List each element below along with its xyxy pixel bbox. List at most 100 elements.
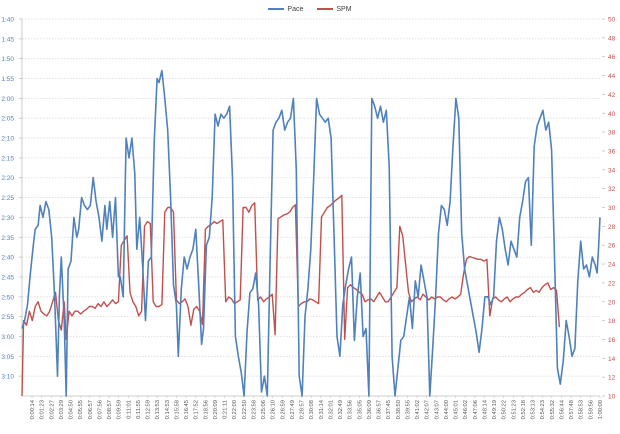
left-axis-label: 2:50 [1, 294, 14, 301]
legend-item-spm: SPM [317, 2, 352, 16]
x-axis-label: 0:50:22 [502, 400, 508, 419]
right-axis-label: 12 [608, 375, 616, 382]
x-axis-label: 0:01:23 [40, 400, 46, 419]
x-axis-label: 0:27:49 [290, 400, 296, 419]
left-axis-label: 2:20 [1, 175, 14, 182]
x-axis-label: 0:25:06 [261, 400, 267, 419]
x-axis-label: 0:33:56 [348, 400, 354, 419]
x-axis-label: 0:36:09 [367, 400, 373, 419]
left-axis-label: 2:00 [1, 96, 14, 103]
legend-label-pace: Pace [287, 5, 304, 13]
x-axis-label: 0:43:07 [434, 400, 440, 419]
right-axis-label: 18 [608, 318, 616, 325]
x-axis-label: 0:28:57 [300, 400, 306, 419]
x-axis-label: 0:32:49 [338, 400, 344, 419]
legend-swatch-spm [317, 8, 334, 10]
left-axis-pace: 1:40 1:45 1:50 1:55 2:00 2:05 2:10 2:15 2:20 2:25… [1, 17, 23, 396]
x-axis-time: 0:00:14 0:01:23 0:02:27 0:03:29 0:04:50 0:05:… [22, 395, 604, 419]
left-axis-label: 1:55 [1, 76, 14, 83]
right-axis-label: 46 [608, 54, 616, 61]
x-axis-label: 0:53:13 [531, 400, 537, 419]
x-axis-label: 0:30:08 [309, 400, 315, 419]
pace-series-line [21, 69, 601, 397]
left-axis-label: 3:00 [1, 334, 14, 341]
x-axis-label: 0:21:11 [223, 400, 229, 419]
left-axis-label: 1:45 [1, 36, 14, 43]
x-axis-label: 0:05:55 [78, 400, 84, 419]
x-axis-label: 0:22:50 [242, 400, 248, 419]
right-axis-label: 44 [608, 73, 616, 80]
x-axis-label: 0:14:53 [165, 400, 171, 419]
x-axis-label: 0:56:44 [559, 399, 565, 419]
left-axis-label: 2:40 [1, 255, 14, 262]
right-axis-label: 34 [608, 167, 616, 174]
left-axis-label: 3:05 [1, 354, 14, 361]
x-axis-label: 0:36:57 [377, 400, 383, 419]
x-axis-label: 0:07:56 [97, 400, 103, 419]
x-axis-label: 0:51:23 [511, 400, 517, 419]
x-axis-label: 0:12:59 [146, 400, 152, 419]
x-axis-label: 0:11:01 [126, 400, 132, 419]
left-axis-label: 2:25 [1, 195, 14, 202]
right-axis-label: 40 [608, 111, 616, 118]
x-axis-label: 0:17:52 [194, 400, 200, 419]
left-axis-label: 1:50 [1, 56, 14, 63]
right-axis-label: 22 [608, 280, 616, 287]
right-axis-label: 14 [608, 356, 616, 363]
x-axis-label: 0:16:45 [184, 400, 190, 419]
x-axis-label: 0:45:01 [454, 400, 460, 419]
right-axis-label: 38 [608, 130, 616, 137]
x-axis-label: 0:54:23 [540, 400, 546, 419]
right-axis-spm: 50 48 46 44 42 40 38 36 34 32 30 28 26 24 22 20 18 16 14 12… [602, 17, 616, 401]
right-axis-label: 26 [608, 243, 616, 250]
x-axis-label: 0:44:00 [444, 400, 450, 419]
right-axis-label: 24 [608, 262, 616, 269]
x-axis-label: 0:32:01 [328, 400, 334, 419]
x-axis-label: 0:31:14 [319, 399, 325, 419]
right-axis-label: 10 [608, 394, 616, 401]
left-axis-label: 2:15 [1, 155, 14, 162]
legend: Pace SPM [0, 2, 620, 16]
right-axis-label: 28 [608, 224, 616, 231]
left-axis-label: 3:10 [1, 374, 14, 381]
x-axis-label: 0:35:05 [357, 400, 363, 419]
x-axis-label: 0:59:56 [588, 400, 594, 419]
left-axis-label: 1:40 [1, 17, 14, 24]
right-axis-label: 42 [608, 92, 616, 99]
left-axis-label: 2:55 [1, 314, 14, 321]
x-axis-label: 0:41:02 [415, 400, 421, 419]
x-axis-label: 0:11:55 [136, 400, 142, 419]
legend-item-pace: Pace [268, 2, 303, 16]
spm-series-line [21, 194, 561, 397]
x-axis-label: 0:49:19 [492, 400, 498, 419]
x-axis-label: 0:08:57 [107, 400, 113, 419]
x-axis-label: 0:22:00 [232, 400, 238, 419]
x-axis-label: 0:20:09 [213, 400, 219, 419]
left-axis-label: 2:45 [1, 274, 14, 281]
left-axis-label: 2:10 [1, 136, 14, 143]
x-axis-label: 0:03:29 [59, 400, 65, 419]
right-axis-label: 48 [608, 35, 616, 42]
x-axis-label: 0:15:58 [174, 400, 180, 419]
x-axis-label: 0:06:57 [88, 400, 94, 419]
x-axis-label: 1:00:00 [598, 400, 604, 419]
x-axis-label: 0:46:02 [463, 400, 469, 419]
right-axis-label: 32 [608, 186, 616, 193]
gridlines [22, 18, 600, 377]
x-axis-label: 0:04:50 [69, 400, 75, 419]
right-axis-label: 36 [608, 148, 616, 155]
right-axis-label: 30 [608, 205, 616, 212]
x-axis-label: 0:23:58 [251, 400, 257, 419]
right-axis-label: 20 [608, 299, 616, 306]
x-axis-label: 0:47:06 [473, 400, 479, 419]
x-axis-label: 0:26:59 [280, 400, 286, 419]
x-axis-label: 0:02:27 [49, 400, 55, 419]
x-axis-label: 0:42:07 [425, 400, 431, 419]
x-axis-label: 0:18:56 [203, 400, 209, 419]
x-axis-label: 0:39:55 [405, 400, 411, 419]
x-axis-label: 0:55:32 [550, 400, 556, 419]
x-axis-label: 0:58:53 [579, 400, 585, 419]
x-axis-label: 0:57:48 [569, 400, 575, 419]
